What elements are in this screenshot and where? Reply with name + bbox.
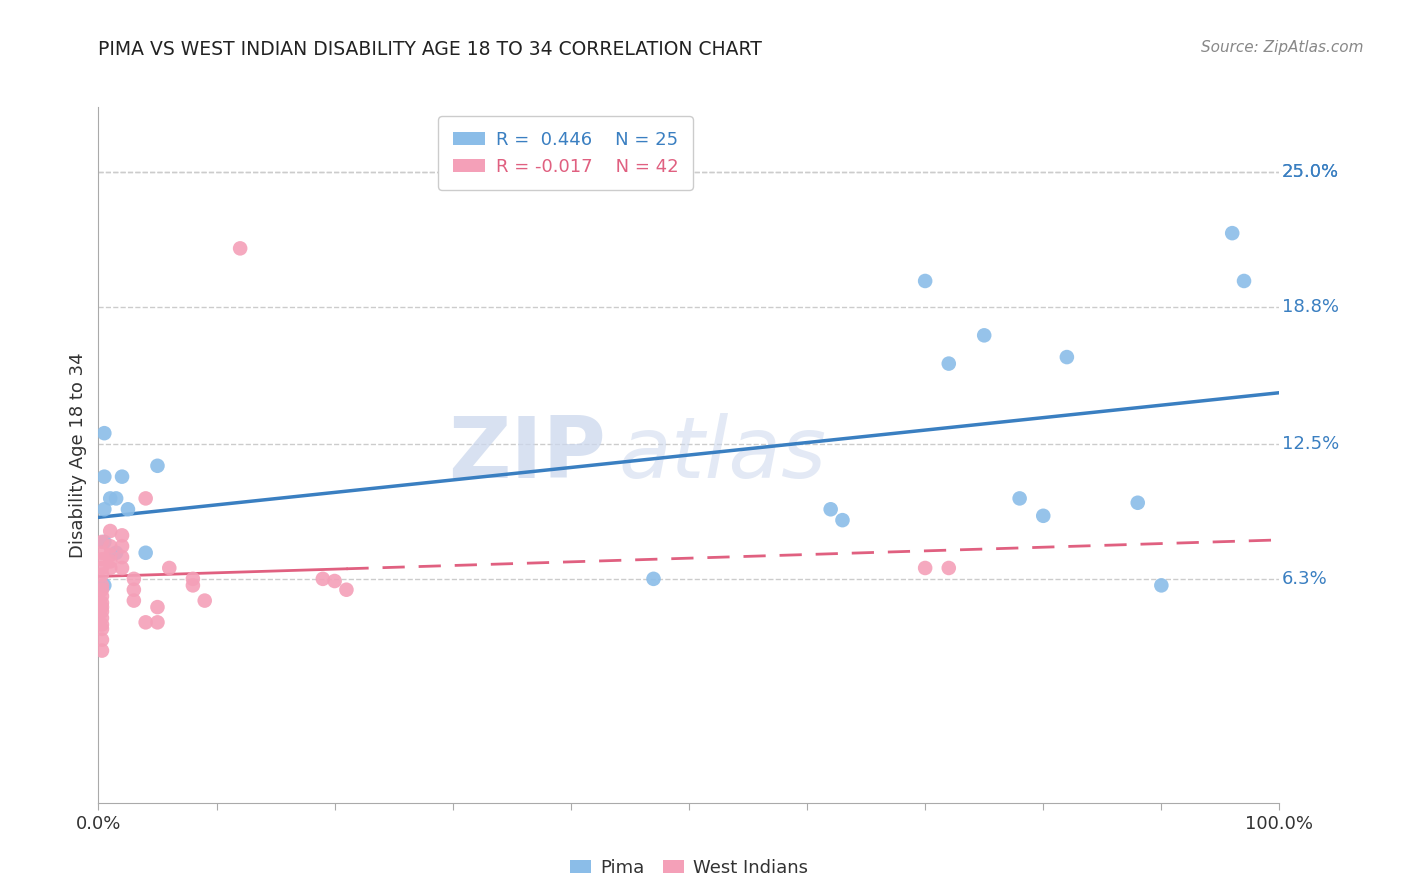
Point [91,643,114,657]
Text: 6.3%: 6.3% [1282,570,1327,588]
Point [91,589,114,603]
Point [91,600,114,615]
Point [91,617,114,632]
Point [91,632,114,647]
Text: 18.8%: 18.8% [1282,298,1339,316]
Point [973,328,995,343]
Text: 12.5%: 12.5% [1282,435,1339,453]
Text: atlas: atlas [619,413,827,497]
Point [93,426,115,441]
Point [91,605,114,619]
Point [323,574,346,588]
Point [146,600,169,615]
Point [111,550,134,565]
Point [146,458,169,473]
Legend: Pima, West Indians: Pima, West Indians [562,852,815,884]
Point [93,578,115,592]
Point [181,572,204,586]
Point [105,546,128,560]
Point [1126,496,1149,510]
Point [335,582,357,597]
Point [91,578,114,592]
Point [93,469,115,483]
Point [938,357,960,371]
Point [91,622,114,636]
Point [91,596,114,610]
Point [98,561,121,575]
Point [1220,226,1243,240]
Point [122,593,145,607]
Point [122,572,145,586]
Point [98,548,121,562]
Point [98,539,121,553]
Point [938,561,960,575]
Text: Source: ZipAtlas.com: Source: ZipAtlas.com [1201,40,1364,55]
Point [914,274,936,288]
Point [111,539,134,553]
Point [91,552,114,566]
Y-axis label: Disability Age 18 to 34: Disability Age 18 to 34 [69,352,87,558]
Point [111,528,134,542]
Point [93,534,115,549]
Text: 25.0%: 25.0% [1282,163,1339,181]
Point [157,561,180,575]
Point [194,593,217,607]
Point [117,502,139,516]
Point [111,469,134,483]
Point [91,546,114,560]
Text: 25.0%: 25.0% [1282,163,1339,181]
Point [91,582,114,597]
Text: PIMA VS WEST INDIAN DISABILITY AGE 18 TO 34 CORRELATION CHART: PIMA VS WEST INDIAN DISABILITY AGE 18 TO… [98,40,762,59]
Point [105,491,128,506]
Text: ZIP: ZIP [449,413,606,497]
Point [135,615,157,630]
Point [98,524,121,538]
Point [1008,491,1031,506]
Point [1150,578,1173,592]
Point [135,546,157,560]
Point [229,241,252,255]
Point [91,567,114,582]
Point [312,572,335,586]
Point [98,491,121,506]
Point [93,502,115,516]
Point [831,513,853,527]
Point [1056,350,1078,364]
Point [146,615,169,630]
Point [1233,274,1256,288]
Point [1032,508,1054,523]
Point [91,534,114,549]
Point [820,502,842,516]
Point [91,611,114,625]
Point [181,578,204,592]
Point [643,572,665,586]
Point [91,561,114,575]
Point [135,491,157,506]
Point [111,561,134,575]
Point [98,554,121,568]
Point [914,561,936,575]
Point [122,582,145,597]
